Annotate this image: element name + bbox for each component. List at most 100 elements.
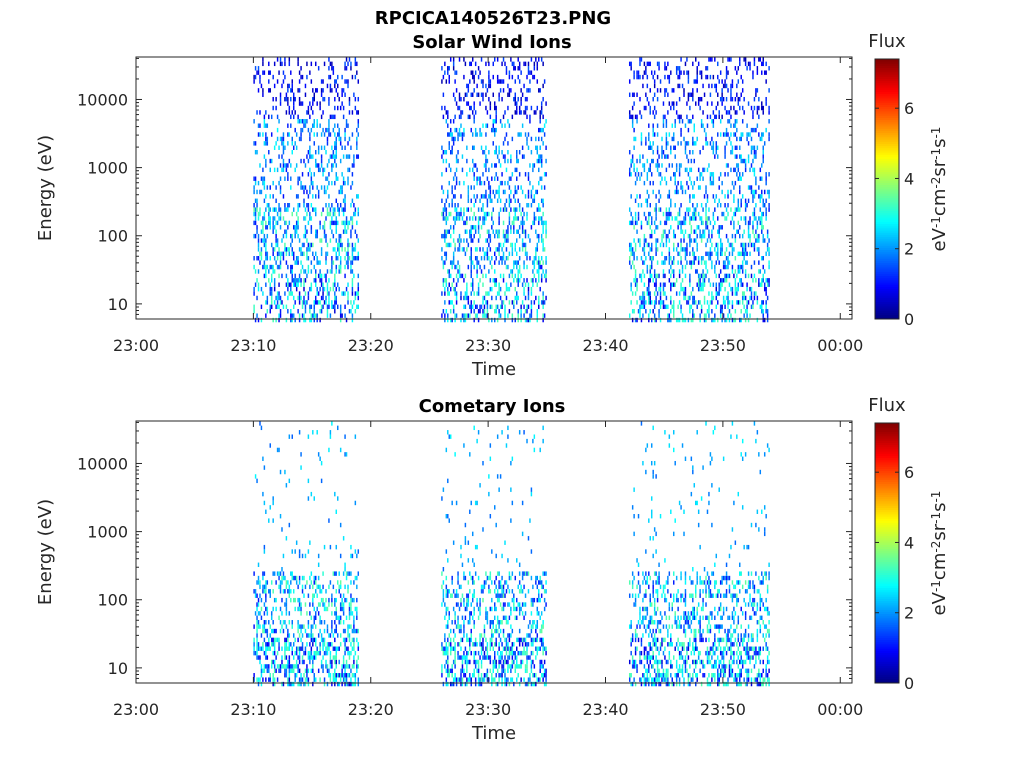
spectrogram-cell (300, 66, 301, 70)
spectrogram-cell (315, 194, 316, 198)
spectrogram-cell (460, 123, 461, 127)
spectrogram-cell (258, 256, 259, 260)
spectrogram-cell (651, 216, 652, 220)
spectrogram-cell (344, 207, 345, 211)
spectrogram-cell (691, 93, 692, 97)
spectrogram-cell (272, 673, 273, 677)
spectrogram-cell (768, 260, 769, 264)
spectrogram-cell (660, 243, 661, 247)
spectrogram-cell (739, 106, 740, 110)
spectrogram-cell (294, 549, 295, 553)
spectrogram-cell (315, 642, 316, 646)
spectrogram-cell (450, 132, 451, 136)
spectrogram-cell (314, 616, 315, 620)
spectrogram-cell (686, 252, 687, 256)
spectrogram-cell (299, 633, 300, 637)
spectrogram-cell (274, 629, 275, 633)
spectrogram-cell (760, 137, 761, 141)
spectrogram-cell (526, 88, 527, 92)
spectrogram-cell (264, 177, 265, 181)
spectrogram-cell (347, 177, 348, 181)
spectrogram-cell (312, 110, 313, 114)
spectrogram-cell (692, 313, 693, 317)
spectrogram-cell (680, 203, 681, 207)
spectrogram-cell (451, 260, 452, 264)
spectrogram-cell (278, 669, 279, 673)
spectrogram-cell (299, 554, 300, 558)
spectrogram-cell (259, 647, 260, 651)
spectrogram-cell (758, 132, 759, 136)
spectrogram-cell (340, 594, 341, 598)
spectrogram-cell (280, 514, 281, 518)
spectrogram-cell (676, 66, 677, 70)
spectrogram-cell (321, 247, 322, 251)
spectrogram-cell (277, 300, 278, 304)
spectrogram-cell (340, 523, 341, 527)
spectrogram-cell (531, 313, 532, 317)
spectrogram-cell (296, 283, 297, 287)
spectrogram-cell (692, 212, 693, 216)
spectrogram-cell (253, 256, 254, 260)
spectrogram-cell (651, 146, 652, 150)
spectrogram-cell (633, 128, 634, 132)
spectrogram-cell (528, 66, 529, 70)
spectrogram-cell (645, 256, 646, 260)
spectrogram-cell (316, 119, 317, 123)
spectrogram-cell (494, 101, 495, 105)
spectrogram-cell (459, 181, 460, 185)
spectrogram-cell (308, 655, 309, 659)
spectrogram-cell (311, 260, 312, 264)
spectrogram-cell (691, 159, 692, 163)
spectrogram-cell (311, 269, 312, 273)
spectrogram-cell (305, 585, 306, 589)
spectrogram-cell (691, 181, 692, 185)
spectrogram-cell (708, 305, 709, 309)
spectrogram-cell (757, 225, 758, 229)
spectrogram-cell (324, 629, 325, 633)
spectrogram-cell (318, 602, 319, 606)
spectrogram-cell (672, 216, 673, 220)
spectrogram-cell (680, 163, 681, 167)
spectrogram-cell (446, 309, 447, 313)
spectrogram-cell (350, 669, 351, 673)
spectrogram-cell (481, 256, 482, 260)
spectrogram-cell (456, 283, 457, 287)
spectrogram-cell (650, 234, 651, 238)
spectrogram-cell (275, 607, 276, 611)
spectrogram-cell (506, 234, 507, 238)
spectrogram-cell (739, 57, 740, 61)
spectrogram-cell (500, 207, 501, 211)
spectrogram-cell (325, 278, 326, 282)
spectrogram-cell (676, 110, 677, 114)
spectrogram-cell (265, 243, 266, 247)
spectrogram-cell (352, 181, 353, 185)
spectrogram-cell (344, 313, 345, 317)
spectrogram-cell (475, 216, 476, 220)
spectrogram-cell (739, 137, 740, 141)
spectrogram-cell (264, 602, 265, 606)
spectrogram-cell (479, 128, 480, 132)
spectrogram-cell (356, 585, 357, 589)
spectrogram-cell (286, 247, 287, 251)
spectrogram-cell (698, 256, 699, 260)
spectrogram-cell (710, 256, 711, 260)
spectrogram-cell (315, 274, 316, 278)
spectrogram-cell (350, 554, 351, 558)
spectrogram-cell (264, 585, 265, 589)
spectrogram-cell (749, 216, 750, 220)
spectrogram-cell (478, 283, 479, 287)
spectrogram-cell (541, 221, 542, 225)
spectrogram-cell (318, 66, 319, 70)
spectrogram-cell (289, 642, 290, 646)
spectrogram-cell (718, 230, 719, 234)
spectrogram-cell (689, 296, 690, 300)
spectrogram-cell (757, 146, 758, 150)
spectrogram-cell (472, 238, 473, 242)
spectrogram-cell (292, 110, 293, 114)
spectrogram-cell (473, 101, 474, 105)
spectrogram-cell (717, 101, 718, 105)
spectrogram-cell (525, 252, 526, 256)
spectrogram-cell (669, 101, 670, 105)
spectrogram-cell (284, 470, 285, 474)
spectrogram-cell (661, 300, 662, 304)
